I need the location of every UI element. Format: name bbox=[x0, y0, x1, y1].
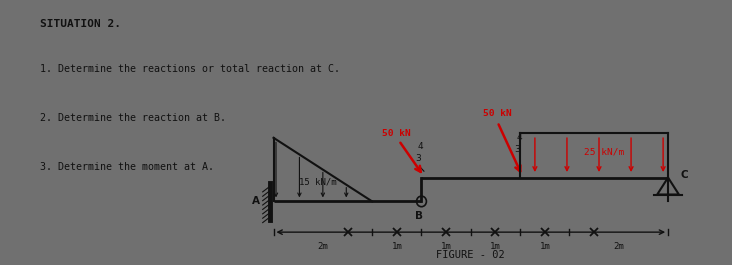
Text: 1m: 1m bbox=[392, 242, 402, 251]
Text: 1m: 1m bbox=[441, 242, 452, 251]
Text: 25 kN/m: 25 kN/m bbox=[584, 148, 624, 157]
Text: 3. Determine the moment at A.: 3. Determine the moment at A. bbox=[40, 162, 214, 172]
Text: 50 kN: 50 kN bbox=[483, 109, 512, 118]
Text: 3: 3 bbox=[415, 154, 421, 163]
Text: 4: 4 bbox=[418, 142, 423, 151]
Text: 2m: 2m bbox=[318, 242, 328, 251]
Text: 4: 4 bbox=[516, 133, 522, 142]
Text: 2m: 2m bbox=[613, 242, 624, 251]
Text: 15 kN/m: 15 kN/m bbox=[299, 178, 337, 187]
Text: 2. Determine the reaction at B.: 2. Determine the reaction at B. bbox=[40, 113, 226, 123]
Text: 1m: 1m bbox=[539, 242, 550, 251]
Text: A: A bbox=[252, 196, 260, 206]
Text: 3: 3 bbox=[514, 145, 520, 154]
Text: B: B bbox=[415, 211, 423, 221]
Text: SITUATION 2.: SITUATION 2. bbox=[40, 19, 121, 29]
Text: C: C bbox=[680, 170, 688, 180]
Text: FIGURE - 02: FIGURE - 02 bbox=[436, 250, 505, 260]
Text: 1. Determine the reactions or total reaction at C.: 1. Determine the reactions or total reac… bbox=[40, 64, 340, 74]
Text: 1m: 1m bbox=[490, 242, 501, 251]
Text: 50 kN: 50 kN bbox=[382, 129, 411, 138]
